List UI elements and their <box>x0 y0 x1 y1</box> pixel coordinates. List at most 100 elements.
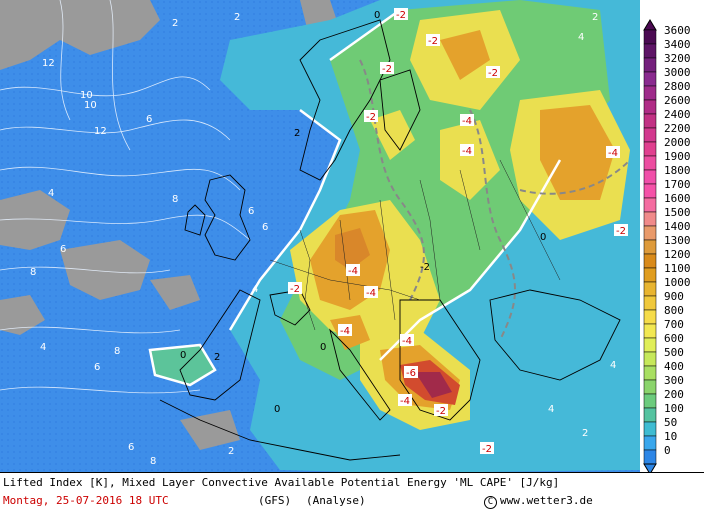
svg-text:-2: -2 <box>482 444 492 455</box>
legend-swatch <box>643 43 657 59</box>
svg-text:-2: -2 <box>366 112 376 123</box>
li-labels-zero: 0 2 0 2 <box>180 128 300 415</box>
coastlines <box>159 19 621 461</box>
li-label: 2 <box>214 352 220 363</box>
li-label: 4 <box>40 342 46 353</box>
li-box: -4 <box>460 114 474 127</box>
li-label: 2 <box>592 12 598 23</box>
legend-swatch <box>643 449 657 465</box>
legend-label: 0 <box>664 444 671 457</box>
legend-label: 3400 <box>664 38 691 51</box>
li-label: 4 <box>48 188 54 199</box>
legend-swatch <box>643 197 657 213</box>
caption-mode: (Analyse) <box>306 494 366 507</box>
legend-swatch <box>643 113 657 129</box>
legend-label: 10 <box>664 430 677 443</box>
legend-swatch <box>643 379 657 395</box>
svg-text:-4: -4 <box>340 326 350 337</box>
li-box: -2 <box>426 34 440 47</box>
li-label: 2 <box>294 128 300 139</box>
li-label: 2 <box>582 428 588 439</box>
caption-date: Montag, 25-07-2016 18 UTC <box>3 494 169 507</box>
li-box: -2 <box>486 66 500 79</box>
legend-swatch <box>643 71 657 87</box>
legend-label: 600 <box>664 332 684 345</box>
svg-text:-4: -4 <box>608 148 618 159</box>
li-box: -4 <box>398 394 412 407</box>
li-label: 0 <box>180 350 186 361</box>
svg-text:-2: -2 <box>488 68 498 79</box>
legend-label: 100 <box>664 402 684 415</box>
svg-text:-2: -2 <box>290 284 300 295</box>
caption-title: Lifted Index [K], Mixed Layer Convective… <box>3 476 560 489</box>
li-box: -4 <box>338 324 352 337</box>
svg-text:-2: -2 <box>616 226 626 237</box>
li-label: 8 <box>172 194 178 205</box>
legend-swatch <box>643 211 657 227</box>
legend-swatch <box>643 267 657 283</box>
li-label: 4 <box>548 404 554 415</box>
site-link[interactable]: www.wetter3.de <box>500 494 593 507</box>
li-box: -2 <box>288 282 302 295</box>
legend-swatch <box>643 323 657 339</box>
li-labels-positive: 2 2 12 10 10 12 6 4 6 8 8 6 4 6 8 4 6 <box>30 12 268 373</box>
svg-text:-4: -4 <box>462 146 472 157</box>
li-label: 0 <box>320 342 326 353</box>
li-box: -2 <box>380 62 394 75</box>
legend-label: 1800 <box>664 164 691 177</box>
legend-label: 2400 <box>664 108 691 121</box>
svg-text:-4: -4 <box>366 288 376 299</box>
cape-contours <box>148 8 562 387</box>
li-label: 4 <box>610 360 616 371</box>
legend-label: 50 <box>664 416 677 429</box>
svg-text:-4: -4 <box>348 266 358 277</box>
li-box: -2 <box>480 442 494 455</box>
legend-swatch <box>643 225 657 241</box>
li-label: 2 <box>228 446 234 457</box>
legend-label: 300 <box>664 374 684 387</box>
li-label: 10 <box>80 90 93 101</box>
li-box: -2 <box>614 224 628 237</box>
svg-text:-2: -2 <box>436 406 446 417</box>
li-label: 6 <box>60 244 66 255</box>
borders <box>269 159 561 331</box>
li-label: 6 <box>146 114 152 125</box>
li-label: 2 <box>234 12 240 23</box>
li-label: 6 <box>128 442 134 453</box>
li-label: 4 <box>578 32 584 43</box>
li-label: 0 <box>540 232 546 243</box>
li-label: 6 <box>262 222 268 233</box>
legend-label: 3200 <box>664 52 691 65</box>
weather-map: 2 2 12 10 10 12 6 4 6 8 8 6 4 6 8 4 6 0 … <box>0 0 640 472</box>
li-box: -4 <box>346 264 360 277</box>
lifted-index-isolines <box>0 0 251 394</box>
legend-label: 500 <box>664 346 684 359</box>
legend-swatch <box>643 281 657 297</box>
legend-swatch <box>643 295 657 311</box>
caption-bar: Lifted Index [K], Mixed Layer Convective… <box>0 472 704 513</box>
legend-label: 1000 <box>664 276 691 289</box>
legend-swatch <box>643 141 657 157</box>
li-label: 2 <box>172 18 178 29</box>
legend-label: 1300 <box>664 234 691 247</box>
legend-swatch <box>643 253 657 269</box>
legend-label: 1700 <box>664 178 691 191</box>
copyright-icon: C <box>484 496 497 509</box>
legend-label: 800 <box>664 304 684 317</box>
legend-swatch <box>643 85 657 101</box>
li-label: 6 <box>248 206 254 217</box>
svg-text:-4: -4 <box>462 116 472 127</box>
legend-swatch <box>643 351 657 367</box>
li-box: -4 <box>400 334 414 347</box>
svg-text:-2: -2 <box>396 10 406 21</box>
li-box: -4 <box>606 146 620 159</box>
legend-label: 1400 <box>664 220 691 233</box>
li-label: 8 <box>114 346 120 357</box>
li-label: 10 <box>84 100 97 111</box>
legend-arrow-top <box>643 19 657 31</box>
cape-color-legend: 3600 3400 3200 3000 2800 2600 2400 2200 2000 1900… <box>640 0 704 475</box>
li-labels-negative: -2 -2 -2 -2 -4 -4 -4 -2 -6 -4 -4 -2 -4 -… <box>288 8 628 455</box>
legend-label: 2600 <box>664 94 691 107</box>
legend-swatch <box>643 309 657 325</box>
